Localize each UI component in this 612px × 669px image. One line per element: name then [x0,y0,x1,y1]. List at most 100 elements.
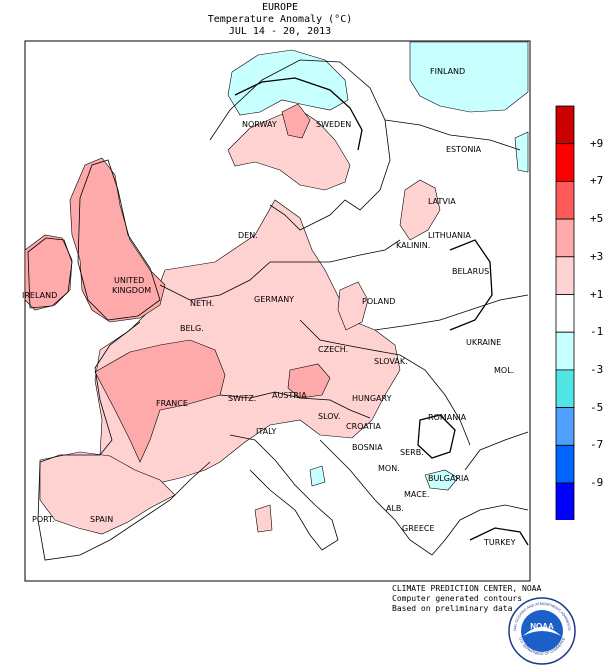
scale-swatch [555,105,575,145]
coastline-continent [159,239,401,301]
border-east [374,294,529,331]
contour-line-east [449,239,493,331]
coastline-france-iberia [37,321,211,561]
country-label-serb: SERB. [400,448,424,457]
country-label-turkey: TURKEY [483,538,516,547]
anomaly-hot-uk [69,157,166,323]
scale-label: -9 [590,476,604,489]
country-label-latvia: LATVIA [428,197,456,206]
coastline-baltic [384,119,521,151]
country-label-belarus: BELARUS [452,267,489,276]
anomaly-cold-finland [409,41,529,113]
anomaly-hot-ireland [24,234,73,311]
coastline-blacksea [464,431,529,471]
country-label-spain: SPAIN [90,515,113,524]
country-label-poland: POLAND [362,297,395,306]
country-label-germany: GERMANY [254,295,294,304]
country-label-france: FRANCE [156,399,188,408]
scale-label: +7 [590,174,604,188]
anomaly-warm-iberia [39,451,176,535]
contour-line-north [234,77,363,151]
scale-label: -5 [590,400,604,414]
coastline-uk [77,159,161,321]
country-label-czech: CZECH. [318,345,348,354]
country-label-lithuania: LITHUANIA [428,231,471,240]
country-label-mon: MON. [378,464,400,473]
border-alps [219,391,371,419]
country-label-united: UNITED [114,276,144,285]
coastline-italy [229,434,339,551]
coastline-scandinavia [209,59,391,231]
country-label-den: DEN. [238,231,258,240]
country-label-finland: FINLAND [430,67,465,76]
scale-swatch [555,256,575,295]
scale-label: -1 [590,325,604,339]
country-label-neth: NETH. [190,299,214,308]
scale-swatch [555,407,575,446]
country-label-hungary: HUNGARY [352,394,392,403]
map-period: JUL 14 - 20, 2013 [228,26,332,37]
noaa-bird-icon [523,627,561,636]
anomaly-cold-east [514,131,529,173]
anomaly-hot-norway [281,103,311,139]
credit-org: CLIMATE PREDICTION CENTER, NOAA [392,584,542,593]
country-label-norway: NORWAY [242,120,277,129]
anomaly-warm-central [94,199,401,486]
anomaly-warm-poland [337,281,369,331]
country-label-slovak: SLOVAK. [374,357,408,366]
country-label-ukraine: UKRAINE [466,338,501,347]
country-label-bulgaria: BULGARIA [428,474,469,483]
anomaly-cold-bulgaria [424,469,459,491]
credit-line2: Based on preliminary data [392,604,513,613]
country-label-port: PORT. [32,515,55,524]
country-label-croatia: CROATIA [346,422,381,431]
country-label-kingdom: KINGDOM [112,286,151,295]
country-label-italy: ITALY [256,427,276,436]
color-scale [555,105,575,520]
country-label-slov: SLOV. [318,412,340,421]
scale-label: -7 [590,438,604,452]
country-label-mace: MACE. [404,490,429,499]
anomaly-hot-austria [287,363,331,399]
scale-label: +5 [590,212,604,226]
country-label-switz: SWITZ. [228,394,256,403]
anomaly-hot-france [94,339,226,463]
coastline-ireland [27,237,73,309]
country-label-belg: BELG. [180,324,204,333]
country-label-kalinin: KALININ. [396,241,430,250]
scale-swatch [555,444,575,484]
map-title: Temperature Anomaly (°C) [207,14,353,25]
scale-swatch [555,143,575,182]
scale-label: +1 [590,287,604,301]
scale-swatch [555,369,575,408]
border-central [299,319,471,446]
country-label-romania: ROMANIA [428,413,467,422]
country-label-ireland: IRELAND [22,291,57,300]
scale-label: -3 [590,362,604,376]
anomaly-cold-sea [309,465,326,487]
scale-swatch [555,181,575,220]
country-label-greece: GREECE [402,524,435,533]
country-label-alb: ALB. [386,504,404,513]
anomaly-warm-latvia [399,179,441,241]
country-label-bosnia: BOSNIA [352,443,383,452]
scale-label: +3 [590,249,604,263]
contour-line-south [469,527,529,546]
country-label-mol: MOL. [494,366,514,375]
scale-swatch [555,218,575,258]
noaa-logo: NOAA NATIONAL OCEANIC AND ATMOSPHERIC AD… [507,596,576,665]
scale-swatch [555,482,575,520]
country-label-estonia: ESTONIA [446,145,482,154]
country-label-sweden: SWEDEN [316,120,351,129]
anomaly-cold-norway [227,49,349,116]
scale-swatch [555,331,575,371]
scale-swatch [555,294,575,333]
anomaly-warm-italy [254,504,273,533]
credit-line1: Computer generated contours [392,594,523,603]
scale-label: +9 [590,136,604,150]
map-region-title: EUROPE [261,2,299,13]
coastline-balkans [319,439,529,556]
noaa-logo-text: NOAA [530,622,554,631]
country-label-austria: AUSTRIA [272,391,307,400]
